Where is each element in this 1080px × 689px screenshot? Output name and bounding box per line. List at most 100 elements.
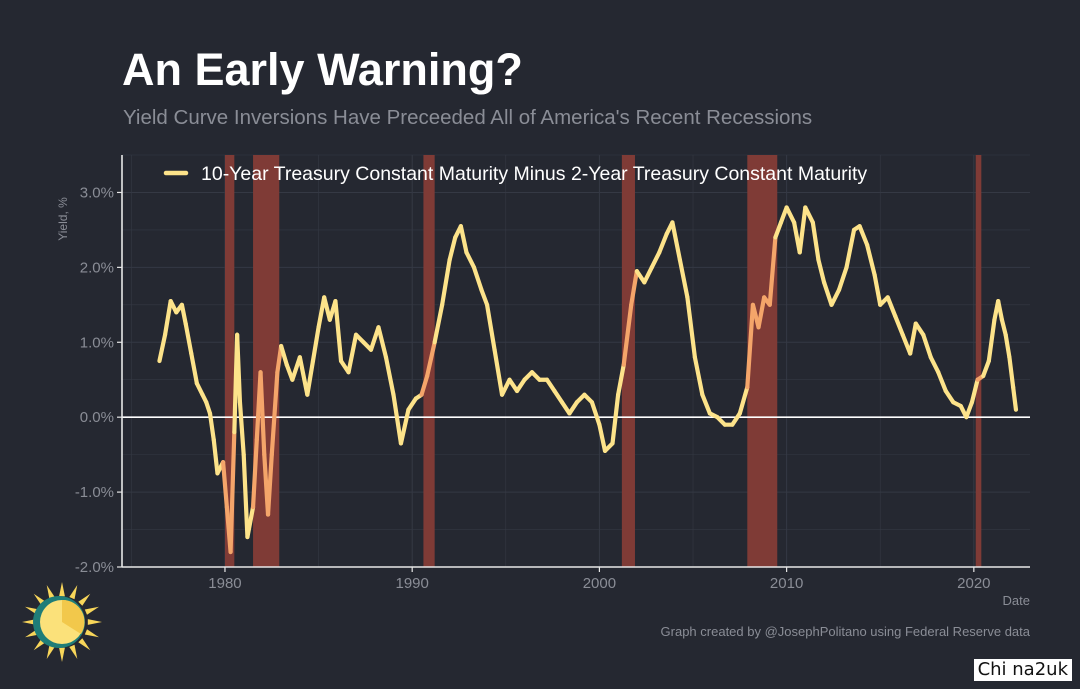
sun-ray-icon [84, 629, 99, 638]
recession-band [621, 155, 635, 567]
y-tick-label: 2.0% [80, 259, 114, 276]
series-segment [316, 295, 327, 330]
series-segment [162, 298, 173, 337]
series-segment [265, 452, 274, 517]
series-segment [928, 355, 941, 375]
y-tick-label: -2.0% [75, 559, 114, 576]
series-segment [893, 313, 905, 337]
series-segment [305, 358, 316, 397]
series-segment [999, 317, 1008, 337]
y-tick-label: 0.0% [80, 409, 114, 426]
series-segment [943, 388, 956, 405]
sun-ray-icon [59, 647, 65, 662]
series-segment [936, 370, 948, 394]
series-segment [649, 250, 662, 270]
series-segment [398, 407, 411, 446]
series-segment [368, 325, 381, 352]
series-segment [406, 396, 419, 412]
y-tick-label: 3.0% [80, 184, 114, 201]
series-segment [179, 302, 188, 326]
series-segment [730, 411, 742, 427]
sun-ray-icon [78, 593, 91, 606]
series-segment [913, 321, 926, 337]
y-tick-label: -1.0% [75, 484, 114, 501]
series-segment [471, 265, 484, 292]
source-caption: Graph created by @JosephPolitano using F… [660, 624, 1030, 639]
series-segment [981, 358, 991, 379]
series-segment [685, 295, 697, 360]
series-segment [816, 257, 827, 285]
series-segment [250, 437, 259, 510]
sun-ray-icon [46, 644, 55, 659]
series-segment [872, 272, 883, 307]
series-segment [597, 422, 608, 453]
series-segment [207, 411, 216, 442]
series-segment [1007, 355, 1016, 390]
series-segment [346, 332, 359, 375]
sun-ray-icon [87, 619, 102, 625]
series-segment [237, 400, 246, 457]
series-segment [745, 302, 756, 390]
x-tick-label: 2000 [583, 575, 616, 592]
series-segment [784, 205, 797, 225]
series-segment [228, 430, 237, 555]
axes: -2.0% -1.0% 0.0% 1.0% 2.0% 3.0% 1980 1990 2000 20… [75, 155, 1030, 592]
series-segment [211, 437, 220, 476]
series-segment [183, 321, 194, 356]
series-segment [810, 220, 821, 262]
series-segment [1011, 385, 1019, 412]
series-segment [921, 332, 933, 360]
series-segment [235, 332, 243, 405]
legend-label: 10-Year Treasury Constant Maturity Minus… [201, 163, 867, 185]
series-segment [670, 220, 683, 262]
sun-ray-icon [46, 585, 55, 600]
series-segment [419, 373, 430, 397]
series-segment [333, 298, 344, 364]
x-tick-label: 2020 [957, 575, 990, 592]
chart-title: An Early Warning? [122, 44, 523, 95]
series-segment [969, 377, 980, 405]
watermark: Chi na2uk [973, 659, 1072, 681]
sun-ray-icon [59, 582, 65, 597]
series-segment [376, 325, 389, 360]
series-segment [821, 280, 834, 307]
series-segment [492, 347, 505, 397]
series-segment [629, 269, 639, 307]
series-segment [383, 355, 396, 397]
series-segment [241, 452, 250, 540]
series-segment [657, 231, 669, 255]
series-segment [514, 377, 527, 394]
recession-band [975, 155, 982, 567]
series-segment [797, 205, 808, 255]
sun-logo-icon [22, 582, 102, 662]
series-segment [616, 362, 626, 397]
sun-ray-icon [84, 606, 99, 615]
series-segment [756, 295, 767, 330]
series-segment [885, 295, 898, 319]
series-segment [567, 400, 580, 416]
sun-ray-icon [69, 585, 78, 600]
series-segment [677, 257, 690, 300]
series-segment [692, 355, 705, 397]
series-segment [464, 250, 477, 270]
series-segment [479, 287, 490, 307]
series-segment [829, 287, 842, 307]
series-segment [447, 235, 458, 262]
x-tick-label: 2010 [770, 575, 803, 592]
series-segment [391, 392, 404, 446]
series-segment [767, 235, 778, 307]
series-segment [996, 298, 1005, 322]
series-segment [484, 302, 497, 352]
recession-bands [224, 155, 982, 567]
series-segment [737, 385, 750, 416]
series-segment [552, 388, 565, 405]
series-segment [857, 224, 870, 247]
series-segment [621, 302, 634, 367]
series-segment [279, 343, 289, 367]
series-segment [220, 460, 229, 510]
y-axis-label: Yield, % [55, 197, 70, 241]
series-segment [297, 355, 310, 397]
line-chart: -2.0% -1.0% 0.0% 1.0% 2.0% 3.0% 1980 1990 2000 20… [75, 154, 1030, 592]
series-segment [803, 205, 815, 225]
series-segment [964, 400, 975, 420]
